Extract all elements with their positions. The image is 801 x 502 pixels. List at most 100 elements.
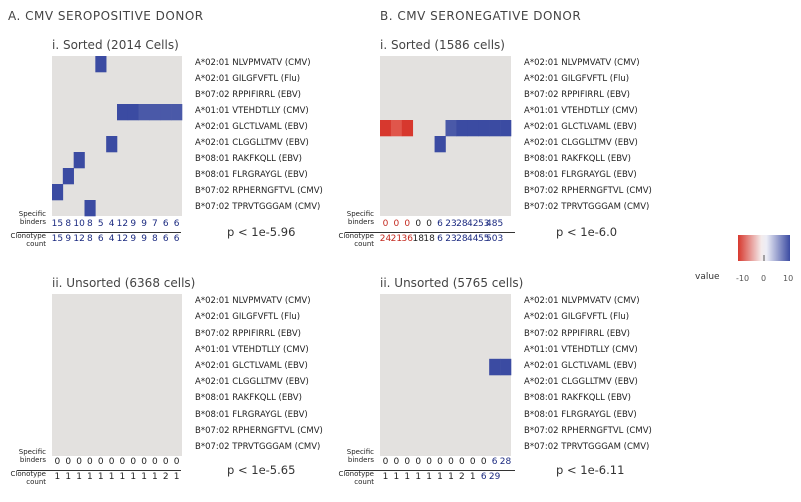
- clonotype-count-value: 55: [477, 234, 490, 244]
- specific-binders-value: 0: [382, 457, 389, 467]
- specific-binders-value: 9: [130, 219, 137, 229]
- epitope-label: B*07:02 TPRVTGGGAM (CMV): [524, 202, 650, 212]
- specific-binders-value: 8: [65, 219, 72, 229]
- heatmap-background: [52, 294, 182, 456]
- clonotype-count-value: 4: [108, 234, 115, 244]
- clonotype-count-value: 6: [162, 234, 169, 244]
- section-b-title: B. CMV SERONEGATIVE DONOR: [380, 9, 582, 23]
- heatmap: [52, 294, 182, 456]
- clonotype-count-label: Clonotype count: [338, 232, 374, 248]
- specific-binders-value: 0: [404, 219, 411, 229]
- specific-binders-label: Specific binders: [18, 448, 46, 464]
- specific-binders-value: 0: [437, 457, 443, 467]
- specific-binders-value: 0: [173, 457, 180, 467]
- epitope-label: B*07:02 RPHERNGFTVL (CMV): [524, 425, 652, 436]
- clonotype-count-value: 44: [467, 234, 479, 244]
- clonotype-count-value: 1: [382, 472, 389, 482]
- epitope-label: A*01:01 VTEHDTLLY (CMV): [195, 106, 309, 116]
- specific-binders-value: 0: [162, 457, 169, 467]
- clonotype-count-value: 9: [141, 234, 147, 244]
- heatmap-cell: [489, 120, 501, 137]
- epitope-label: B*07:02 RPPIFIRRL (EBV): [195, 90, 301, 100]
- clonotype-count-value: 12: [116, 234, 129, 244]
- specific-binders-value: 0: [97, 457, 104, 467]
- epitope-label: A*01:01 VTEHDTLLY (CMV): [524, 106, 638, 116]
- panel-title: ii. Unsorted (6368 cells): [52, 276, 196, 290]
- specific-binders-value: 7: [152, 219, 158, 229]
- epitope-label: A*02:01 GILGFVFTL (Flu): [195, 312, 301, 323]
- specific-binders-value: 0: [141, 457, 147, 467]
- specific-binders-value: 5: [97, 219, 104, 229]
- clonotype-count-value: 6: [97, 234, 104, 244]
- clonotype-count-value: 24: [379, 234, 392, 244]
- specific-binders-value: 0: [130, 457, 137, 467]
- specific-binders-value: 0: [459, 457, 465, 467]
- clonotype-count-value: 18: [412, 234, 424, 244]
- clonotype-count-value: 6: [173, 234, 180, 244]
- heatmap-cell: [52, 184, 64, 201]
- clonotype-count-value: 1: [141, 472, 147, 482]
- specific-binders-value: 4: [108, 219, 115, 229]
- specific-binders-value: 0: [404, 457, 411, 467]
- heatmap: [380, 294, 512, 456]
- clonotype-count-value: 1: [426, 472, 432, 482]
- specific-binders-value: 0: [426, 457, 432, 467]
- divider-line: [17, 470, 181, 471]
- clonotype-count-value: 1: [65, 472, 72, 482]
- epitope-label: B*07:02 TPRVTGGGAM (CMV): [195, 202, 321, 212]
- clonotype-count-value: 1: [415, 472, 422, 482]
- epitope-label: B*08:01 RAKFKQLL (EBV): [195, 154, 302, 164]
- epitope-label: B*07:02 RPHERNGFTVL (CMV): [195, 186, 323, 196]
- panel-title: ii. Unsorted (5765 cells): [380, 276, 524, 290]
- epitope-label: A*02:01 NLVPMVATV (CMV): [524, 58, 640, 68]
- heatmap-cell: [149, 104, 161, 121]
- epitope-label: A*02:01 GLCTLVAML (EBV): [524, 360, 637, 371]
- specific-binders-value: 15: [51, 219, 64, 229]
- epitope-label: A*02:01 CLGGLLTMV (EBV): [195, 138, 309, 148]
- epitope-label: A*02:01 GLCTLVAML (EBV): [195, 122, 308, 132]
- epitope-label: B*08:01 FLRGRAYGL (EBV): [524, 409, 637, 420]
- clonotype-count-value: 6: [480, 472, 487, 482]
- heatmap-cell: [456, 120, 468, 137]
- heatmap-cell: [84, 200, 96, 217]
- specific-binders-value: 12: [116, 219, 129, 229]
- heatmap-cell: [95, 56, 107, 73]
- heatmap-cell: [106, 136, 118, 153]
- specific-binders-value: 0: [382, 219, 389, 229]
- heatmap-cell: [390, 120, 403, 137]
- clonotype-count-value: 1: [76, 472, 82, 482]
- specific-binders-value: 9: [141, 219, 147, 229]
- specific-binders-label: Specific binders: [346, 448, 374, 464]
- epitope-label: B*07:02 RPHERNGFTVL (CMV): [195, 425, 323, 436]
- divider-line: [345, 232, 515, 233]
- clonotype-count-value: 9: [130, 234, 137, 244]
- heatmap-background: [380, 294, 511, 456]
- clonotype-count-value: 8: [152, 234, 158, 244]
- specific-binders-value: 0: [415, 219, 422, 229]
- specific-binders-value: 10: [73, 219, 85, 229]
- heatmap-cell: [380, 120, 392, 137]
- clonotype-count-value: 6: [437, 234, 443, 244]
- specific-binders-value: 0: [426, 219, 432, 229]
- clonotype-count-value: 1: [87, 472, 93, 482]
- heatmap-cell: [62, 168, 74, 185]
- epitope-label: B*08:01 FLRGRAYGL (EBV): [195, 170, 308, 180]
- clonotype-count-value: 36: [401, 234, 414, 244]
- heatmap: [380, 56, 512, 216]
- epitope-label: B*08:01 RAKFKQLL (EBV): [524, 393, 631, 404]
- clonotype-count-value: 29: [488, 472, 501, 482]
- epitope-label: A*01:01 VTEHDTLLY (CMV): [195, 344, 309, 355]
- legend-label: value: [695, 272, 720, 282]
- clonotype-count-value: 1: [108, 472, 115, 482]
- specific-binders-value: 0: [469, 457, 476, 467]
- epitope-label: B*08:01 RAKFKQLL (EBV): [195, 393, 302, 404]
- epitope-label: A*02:01 GILGFVFTL (Flu): [524, 312, 630, 323]
- clonotype-count-value: 15: [51, 234, 64, 244]
- heatmap-cell: [489, 358, 501, 376]
- heatmap-cell: [171, 104, 183, 121]
- clonotype-count-label: Clonotype count: [10, 470, 46, 486]
- epitope-label: A*02:01 NLVPMVATV (CMV): [195, 58, 311, 68]
- clonotype-count-value: 1: [54, 472, 61, 482]
- p-value: p < 1e-5.96: [227, 225, 296, 239]
- epitope-label: B*08:01 RAKFKQLL (EBV): [524, 154, 631, 164]
